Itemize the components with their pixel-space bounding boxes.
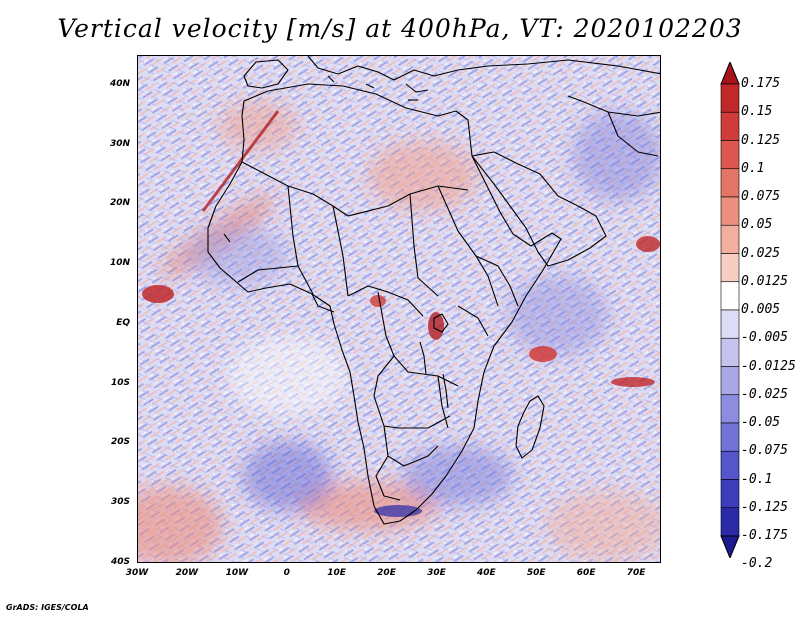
lat-tick-label: 20S xyxy=(110,437,130,448)
colorbar-swatch xyxy=(720,366,740,396)
lon-tick-label: 30W xyxy=(125,568,149,578)
lon-tick-label: 40E xyxy=(476,568,496,578)
colorbar-label: -0.2 xyxy=(741,556,773,572)
colorbar-swatch xyxy=(720,422,740,452)
colorbar-label: 0.005 xyxy=(741,302,781,317)
colorbar-bottom-arrow xyxy=(720,535,740,558)
lat-tick-label: 40N xyxy=(109,78,130,89)
lat-tick-label: 30S xyxy=(110,497,130,508)
coastlines-and-borders xyxy=(207,56,660,525)
colorbar-swatch xyxy=(720,281,740,311)
colorbar-label: -0.05 xyxy=(741,415,781,430)
lon-tick-label: 0 xyxy=(283,568,290,578)
colorbar-swatch xyxy=(720,507,740,537)
lon-tick-label: 60E xyxy=(576,568,596,578)
colorbar-label: 0.15 xyxy=(741,104,773,120)
colorbar-swatch xyxy=(720,479,740,509)
colorbar-label: 0.175 xyxy=(741,76,781,91)
colorbar-label: 0.1 xyxy=(741,160,765,176)
colorbar-label: -0.005 xyxy=(741,330,788,346)
colorbar-swatch xyxy=(720,140,740,170)
lon-tick-label: 20E xyxy=(377,568,396,578)
lon-tick-label: 20W xyxy=(175,568,199,578)
colorbar-label: 0.125 xyxy=(741,132,781,148)
lon-tick-label: 10W xyxy=(225,568,249,578)
velocity-field-map xyxy=(138,56,660,562)
lat-tick-label: 10S xyxy=(110,377,130,388)
lat-tick-label: 10N xyxy=(109,258,130,269)
lon-tick-label: 10E xyxy=(327,568,346,578)
grads-credit: GrADS: IGES/COLA xyxy=(6,603,89,612)
lon-tick-label: 70E xyxy=(626,568,646,578)
map-title: Vertical velocity [m/s] at 400hPa, VT: 2… xyxy=(57,14,743,43)
colorbar-swatch xyxy=(720,111,740,141)
colorbar-swatch xyxy=(720,253,740,283)
map-plot-area xyxy=(137,55,661,563)
colorbar-label: -0.025 xyxy=(741,386,788,402)
lat-tick-label: 20N xyxy=(109,198,130,209)
colorbar-swatch xyxy=(720,309,740,339)
colorbar-swatch xyxy=(720,394,740,424)
colorbar-label: -0.0125 xyxy=(741,358,796,374)
colorbar-top-arrow xyxy=(720,62,740,85)
lat-tick-label: EQ xyxy=(116,317,130,328)
colorbar-label: 0.0125 xyxy=(741,273,788,289)
colorbar-swatch xyxy=(720,337,740,367)
lon-tick-label: 50E xyxy=(526,568,546,578)
colorbar-label: -0.175 xyxy=(741,528,788,543)
lon-tick-label: 30E xyxy=(427,568,446,578)
lat-tick-label: 30N xyxy=(109,138,130,149)
colorbar-label: -0.075 xyxy=(741,443,788,459)
colorbar-label: 0.025 xyxy=(741,245,781,261)
colorbar-swatch xyxy=(720,196,740,226)
colorbar-swatch xyxy=(720,450,740,480)
colorbar xyxy=(720,62,740,558)
colorbar-swatch xyxy=(720,83,740,113)
colorbar-swatch xyxy=(720,168,740,198)
lat-tick-label: 40S xyxy=(110,557,130,567)
colorbar-label: 0.05 xyxy=(741,217,773,233)
colorbar-label: -0.1 xyxy=(741,471,773,487)
colorbar-label: 0.075 xyxy=(741,189,781,204)
colorbar-label: -0.125 xyxy=(741,499,788,515)
colorbar-swatch xyxy=(720,224,740,254)
